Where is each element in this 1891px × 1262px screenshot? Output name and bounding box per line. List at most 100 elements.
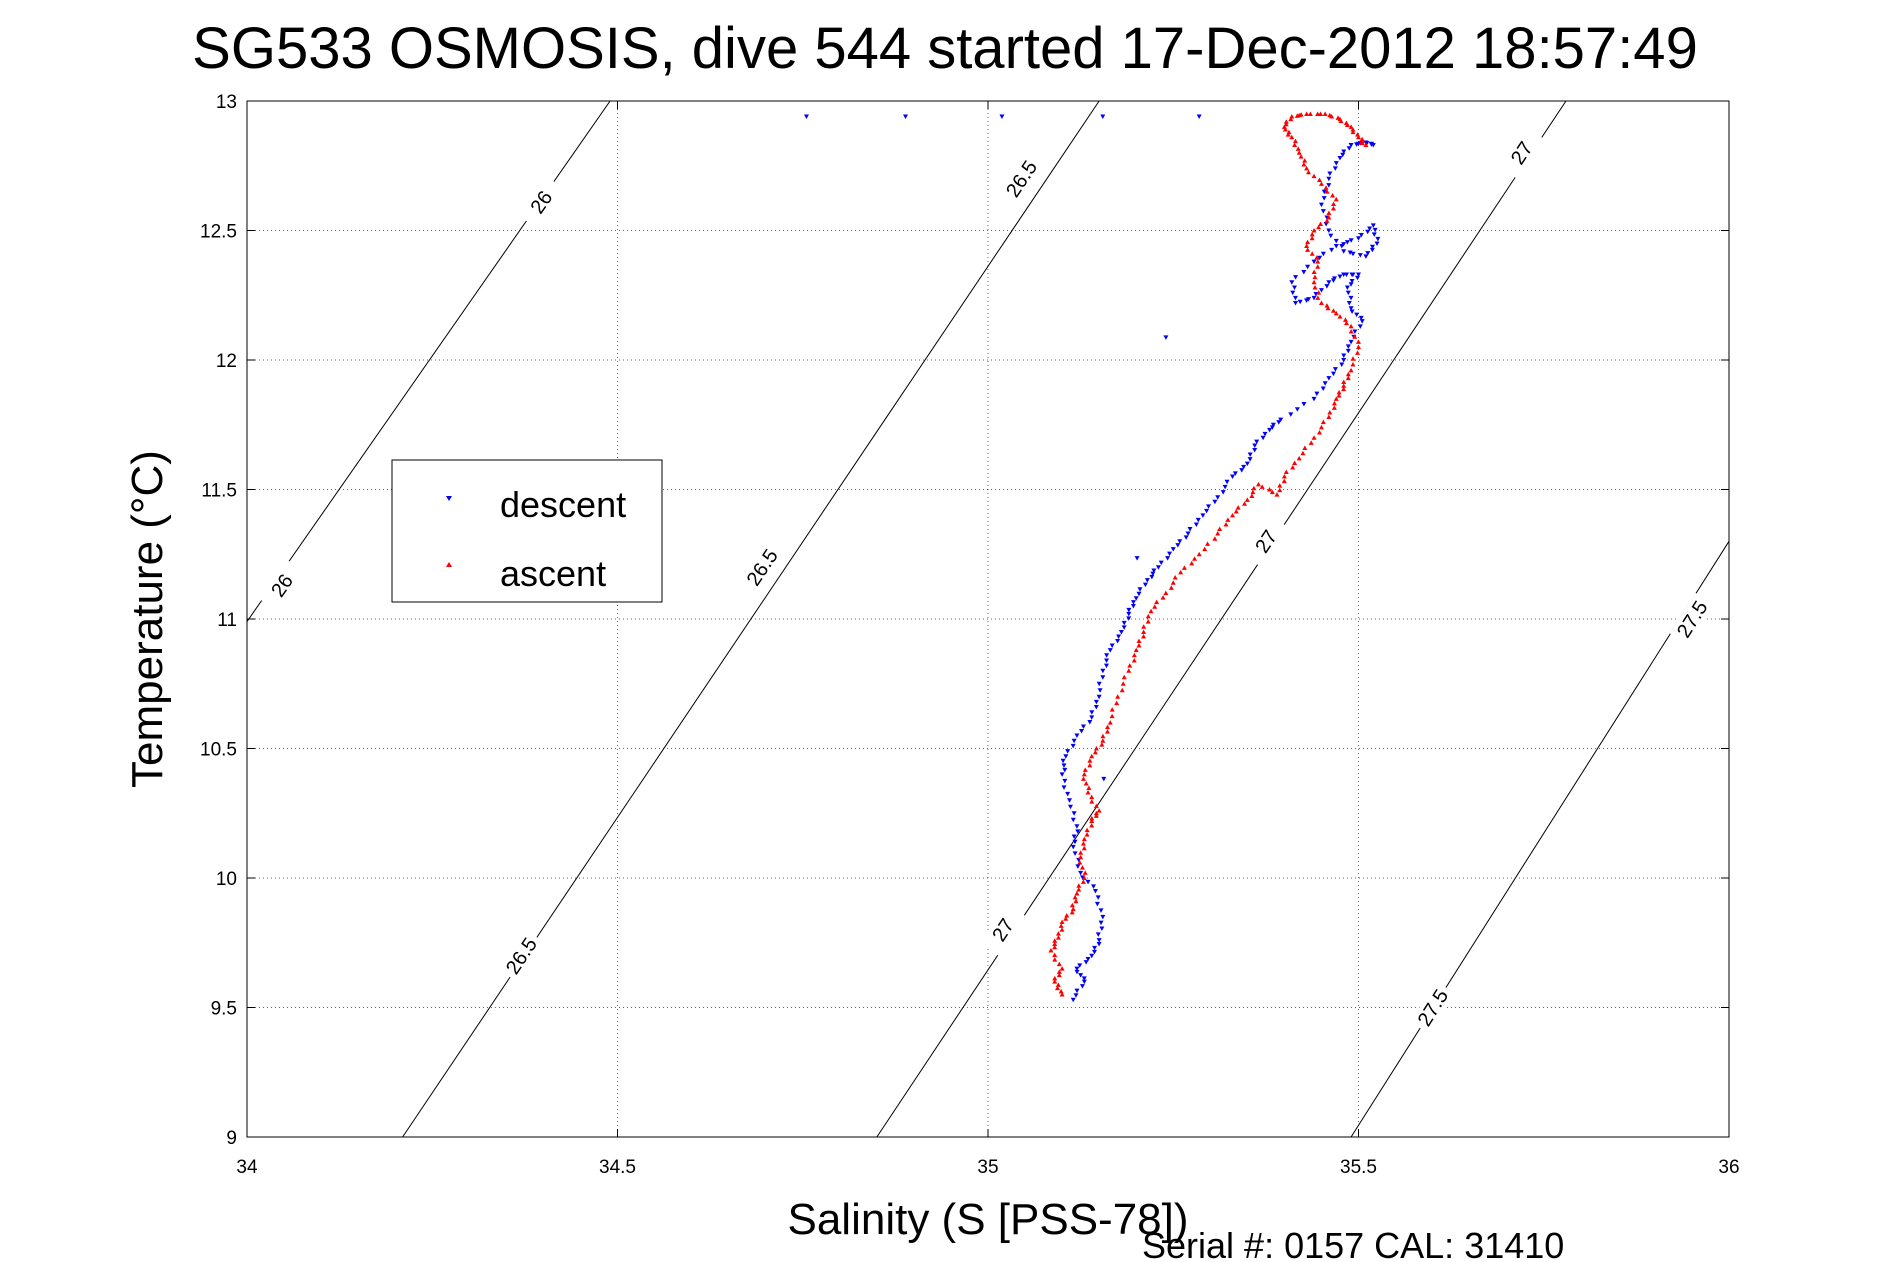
ascent-point — [1178, 569, 1184, 575]
descent-point — [1230, 474, 1236, 480]
ascent-point — [1317, 430, 1323, 435]
descent-point — [1081, 979, 1087, 985]
ascent-point — [1078, 850, 1084, 855]
descent-point — [1096, 942, 1102, 947]
ascent-point — [1087, 762, 1093, 768]
descent-point — [1224, 479, 1230, 485]
y-tick-label: 11 — [217, 610, 237, 631]
ascent-point — [1052, 952, 1058, 958]
descent-point — [1115, 639, 1121, 644]
descent-point — [1074, 824, 1080, 829]
ascent-point — [1302, 158, 1308, 163]
ascent-point — [1305, 247, 1311, 252]
ascent-point — [1296, 455, 1302, 461]
ascent-point — [1331, 405, 1337, 410]
ascent-point — [1081, 836, 1087, 842]
ascent-point — [1298, 154, 1304, 159]
axis-ticks: 34 34.5 35 35.5 36 9 9.5 10 10.5 11 11.5 12 12.5 13 — [200, 92, 1740, 1178]
ascent-point — [1356, 134, 1361, 140]
descent-point — [1098, 920, 1104, 926]
ascent-point — [1350, 129, 1356, 135]
ascent-point — [1323, 185, 1329, 190]
descent-point — [1103, 663, 1109, 669]
descent-point — [1363, 254, 1369, 259]
contour-label-bg — [498, 929, 544, 982]
descent-point — [1175, 543, 1181, 548]
ascent-point — [1318, 424, 1324, 430]
ascent-point — [1298, 112, 1304, 117]
descent-point — [1304, 298, 1310, 303]
descent-point — [1292, 285, 1298, 290]
ascent-point — [1205, 541, 1211, 546]
descent-point — [1327, 171, 1333, 177]
ascent-point — [1225, 517, 1231, 522]
descent-point — [1320, 251, 1326, 257]
legend-ascent-label: ascent — [500, 553, 606, 594]
descent-point — [1288, 412, 1294, 417]
descent-point — [1070, 817, 1076, 823]
descent-point — [1311, 295, 1317, 301]
ascent-point — [1230, 512, 1236, 518]
descent-point — [1332, 367, 1338, 372]
ascent-point — [1352, 334, 1358, 339]
descent-point — [1081, 976, 1087, 981]
legend-descent-marker — [446, 496, 452, 501]
descent-point — [1059, 772, 1065, 777]
ascent-point — [1336, 393, 1342, 398]
contour-label-bg — [1243, 515, 1289, 568]
ascent-point — [1350, 356, 1356, 361]
ascent-point — [1109, 707, 1115, 712]
ascent-point — [1322, 111, 1328, 116]
ascent-point — [1096, 808, 1102, 813]
ascent-point — [1081, 771, 1087, 777]
ascent-point — [1073, 898, 1079, 904]
ascent-point — [1089, 799, 1095, 804]
descent-point — [1100, 914, 1106, 920]
ascent-point — [1244, 497, 1250, 502]
ascent-point — [1083, 780, 1089, 786]
descent-point — [1074, 988, 1080, 994]
ascent-point — [1242, 501, 1248, 506]
ascent-point — [1338, 118, 1344, 124]
ascent-point — [1277, 487, 1283, 493]
descent-point — [1359, 319, 1365, 324]
descent-point — [1314, 391, 1320, 397]
ascent-point — [1055, 985, 1061, 991]
descent-point — [1311, 396, 1317, 402]
ascent-point — [1121, 674, 1127, 680]
descent-point — [1098, 908, 1104, 913]
ascent-point — [1089, 823, 1095, 828]
ascent-point — [1223, 521, 1229, 527]
ascent-point — [1052, 957, 1058, 962]
ascent-point — [1292, 142, 1298, 148]
legend-descent-label: descent — [500, 484, 626, 525]
descent-point — [1204, 508, 1210, 514]
descent-point — [1142, 582, 1148, 588]
ascent-point — [1317, 177, 1323, 182]
ascent-point — [1316, 224, 1322, 230]
descent-point — [1340, 152, 1346, 158]
descent-point — [1252, 448, 1258, 453]
ascent-point — [1058, 923, 1064, 928]
descent-point — [1222, 484, 1228, 490]
descent-point — [1344, 285, 1350, 290]
descent-point — [1107, 648, 1113, 653]
descent-point — [1093, 699, 1099, 705]
ascent-point — [1255, 481, 1261, 487]
descent-point — [1074, 733, 1080, 739]
descent-point — [1193, 522, 1199, 527]
ascent-point — [1136, 643, 1142, 648]
descent-point — [1095, 895, 1101, 900]
ascent-point — [1115, 694, 1121, 699]
ascent-point — [1342, 317, 1348, 322]
descent-point — [1374, 241, 1380, 246]
ascent-point — [1056, 972, 1062, 978]
descent-point — [1101, 776, 1107, 782]
ascent-point — [1324, 303, 1330, 308]
ascent-point — [1304, 165, 1310, 171]
descent-point — [1167, 551, 1173, 557]
density-contour-line — [1350, 541, 1730, 1138]
descent-point — [903, 114, 909, 120]
descent-point — [1097, 688, 1103, 693]
ascent-point — [1107, 720, 1113, 725]
